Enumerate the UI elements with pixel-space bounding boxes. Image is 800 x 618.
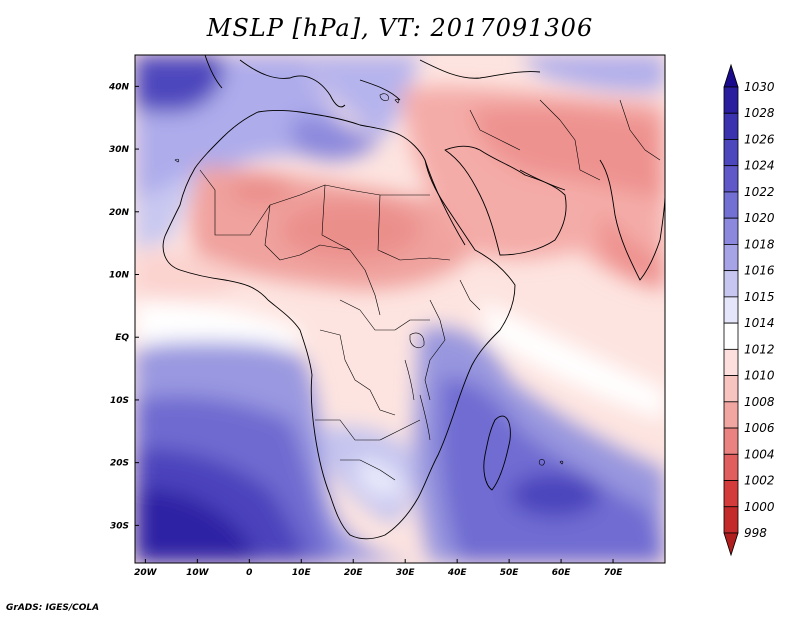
x-tick-label: 50E [500,568,520,578]
x-tick-label: 0 [246,568,252,578]
colorbar-swatch [723,191,739,219]
y-tick-label: 30S [110,521,129,531]
colorbar-label: 1028 [744,106,775,120]
colorbar-label: 998 [744,526,767,540]
colorbar-swatch [723,270,739,298]
colorbar-label: 1010 [744,369,775,383]
credit-label: GrADS: IGES/COLA [6,603,100,613]
colorbar-label: 1030 [744,80,775,94]
colorbar-label: 1014 [744,316,775,330]
colorbar: 1030 1028 1026 1024 1022 1020 1018 1016 1015 1014… [723,63,775,557]
colorbar-top-arrow [723,63,739,88]
arabia-coastline [444,145,567,256]
colorbar-bottom-arrow [723,532,739,557]
y-tick-label: 10N [109,271,130,281]
y-tick-label: 10S [110,396,129,406]
india-coastline [599,159,665,281]
colorbar-label: 1026 [744,132,775,146]
colorbar-label: 1018 [744,237,775,251]
gulf-coastline [519,169,566,191]
colorbar-swatch [723,86,739,114]
colorbar-swatch [723,322,739,350]
colorbar-swatch [723,139,739,167]
coastlines [162,55,665,540]
colorbar-swatch [723,401,739,429]
colorbar-label: 1002 [744,474,775,488]
x-tick-label: 70E [604,568,624,578]
africa-coastline [162,110,516,540]
colorbar-swatch [723,112,739,140]
lakes [404,332,431,441]
colorbar-swatch [723,506,739,534]
x-tick-label: 10W [186,568,210,578]
pressure-field [135,55,665,563]
x-tick-label: 20W [134,568,158,578]
islands [174,93,564,466]
madagascar-coastline [483,415,511,491]
colorbar-label: 1000 [744,500,775,514]
colorbar-label: 1020 [744,211,775,225]
plot-frame [134,54,666,564]
colorbar-swatch [723,480,739,508]
colorbar-swatch [723,165,739,193]
y-tick-label: 40N [108,82,130,92]
colorbar-swatch [723,453,739,481]
colorbar-label: 1008 [744,395,775,409]
y-tick-label: EQ [115,333,129,343]
x-tick-label: 60E [552,568,572,578]
europe-coastline [204,55,541,108]
x-tick-label: 10E [292,568,312,578]
country-borders [199,99,661,481]
y-tick-label: 20S [110,459,129,469]
y-tick-label: 20N [109,208,130,218]
y-tick-label: 30N [109,145,130,155]
map-title: MSLP [hPa], VT: 2017091306 [206,14,594,42]
x-tick-label: 20E [344,568,364,578]
x-tick-label: 30E [396,568,416,578]
colorbar-label: 1016 [744,264,775,278]
colorbar-label: 1024 [744,159,775,173]
x-tick-label: 40E [447,568,468,578]
colorbar-swatch [723,296,739,324]
x-axis: 20W 10W 0 10E 20E 30E 40E 50E 60E 70E [134,559,623,578]
red-sea-coastline [424,159,466,246]
colorbar-swatch [723,375,739,403]
colorbar-swatch [723,217,739,245]
colorbar-label: 1004 [744,447,775,461]
colorbar-label: 1006 [744,421,775,435]
colorbar-label: 1022 [744,185,775,199]
y-axis: 40N 30N 20N 10N EQ 10S 20S 30S [108,82,139,531]
colorbar-label: 1015 [744,290,775,304]
colorbar-swatch [723,244,739,272]
pressure-shading [135,55,665,563]
colorbar-swatch [723,348,739,376]
colorbar-swatch [723,427,739,455]
colorbar-label: 1012 [744,342,775,356]
